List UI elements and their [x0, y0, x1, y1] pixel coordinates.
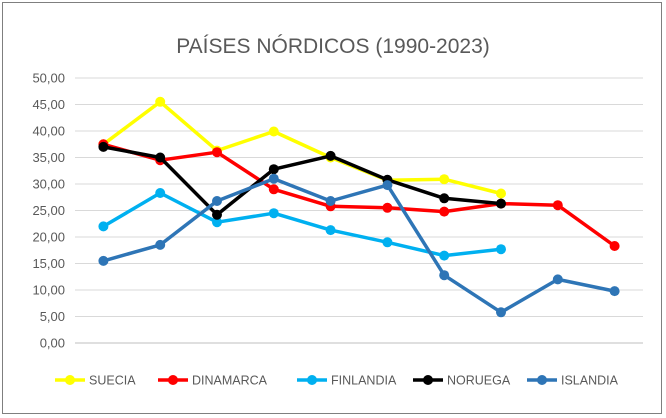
y-tick-label: 5,00 — [40, 309, 65, 324]
data-point — [609, 286, 620, 297]
y-tick-label: 10,00 — [32, 283, 65, 298]
legend-swatch-marker — [65, 375, 75, 385]
gridlines — [75, 77, 643, 344]
data-point — [268, 173, 279, 184]
data-point — [325, 225, 336, 236]
y-tick-label: 0,00 — [40, 336, 65, 351]
legend-label: ISLANDIA — [561, 374, 619, 388]
series-line — [101, 142, 617, 248]
data-point — [155, 96, 166, 107]
data-point — [439, 270, 450, 281]
chart-title: PAÍSES NÓRDICOS (1990-2023) — [176, 35, 490, 58]
data-point — [496, 188, 506, 199]
legend-label: SUECIA — [89, 374, 136, 388]
data-point — [496, 198, 506, 209]
legend-item: SUECIA — [55, 374, 136, 388]
data-point — [155, 239, 166, 250]
legend-swatch-marker — [307, 375, 317, 385]
data-point — [268, 208, 279, 219]
legend-item: NORUEGA — [413, 374, 511, 388]
data-point — [382, 202, 393, 213]
data-point — [212, 147, 222, 158]
legend-item: ISLANDIA — [527, 374, 619, 388]
y-tick-label: 30,00 — [32, 177, 65, 192]
series-suecia — [98, 96, 506, 199]
series-line — [101, 145, 503, 217]
legend-swatch-marker — [168, 375, 178, 385]
data-point — [439, 250, 450, 261]
y-tick-label: 25,00 — [32, 203, 65, 218]
legend: SUECIA DINAMARCA FINLANDIA NORUEGA ISLANDIA — [55, 374, 619, 388]
series-islandia — [98, 173, 620, 318]
data-point — [496, 307, 506, 318]
y-tick-label: 15,00 — [32, 256, 65, 271]
data-point — [325, 150, 336, 161]
data-point — [439, 193, 450, 204]
legend-item: FINLANDIA — [297, 374, 397, 388]
legend-label: DINAMARCA — [192, 374, 268, 388]
series-line — [101, 176, 617, 315]
legend-label: FINLANDIA — [331, 374, 397, 388]
data-point — [98, 141, 109, 152]
line-chart: PAÍSES NÓRDICOS (1990-2023) 0,00 5,00 10,0… — [32, 35, 643, 388]
data-point — [552, 200, 563, 211]
y-tick-label: 35,00 — [32, 150, 65, 165]
data-point — [268, 164, 279, 175]
y-axis-ticks: 0,00 5,00 10,00 15,00 20,00 25,00 30,00 35,00 40… — [32, 71, 65, 351]
legend-swatch-marker — [537, 375, 547, 385]
data-point — [325, 196, 336, 206]
series-line — [101, 191, 503, 258]
data-point — [212, 209, 222, 220]
chart-frame: PAÍSES NÓRDICOS (1990-2023) 0,00 5,00 10,0… — [2, 2, 662, 414]
data-point — [268, 126, 279, 137]
data-point — [98, 221, 109, 232]
legend-label: NORUEGA — [447, 374, 511, 388]
data-point — [382, 180, 393, 191]
y-tick-label: 50,00 — [32, 71, 65, 86]
data-point — [212, 196, 222, 206]
data-point — [155, 188, 166, 198]
series-finlandia — [98, 188, 506, 261]
y-tick-label: 20,00 — [32, 230, 65, 245]
data-point — [552, 274, 563, 285]
data-point — [496, 244, 506, 255]
data-point — [268, 184, 279, 195]
data-point — [609, 241, 620, 251]
y-tick-label: 45,00 — [32, 97, 65, 112]
series-line — [101, 100, 503, 196]
y-tick-label: 40,00 — [32, 124, 65, 139]
data-point — [439, 206, 450, 217]
data-point — [382, 237, 393, 248]
series-lines — [98, 96, 620, 318]
data-point — [98, 255, 109, 266]
legend-item: DINAMARCA — [158, 374, 268, 388]
data-point — [212, 217, 222, 228]
data-point — [155, 152, 166, 163]
legend-swatch-marker — [423, 375, 433, 385]
data-point — [439, 174, 450, 185]
